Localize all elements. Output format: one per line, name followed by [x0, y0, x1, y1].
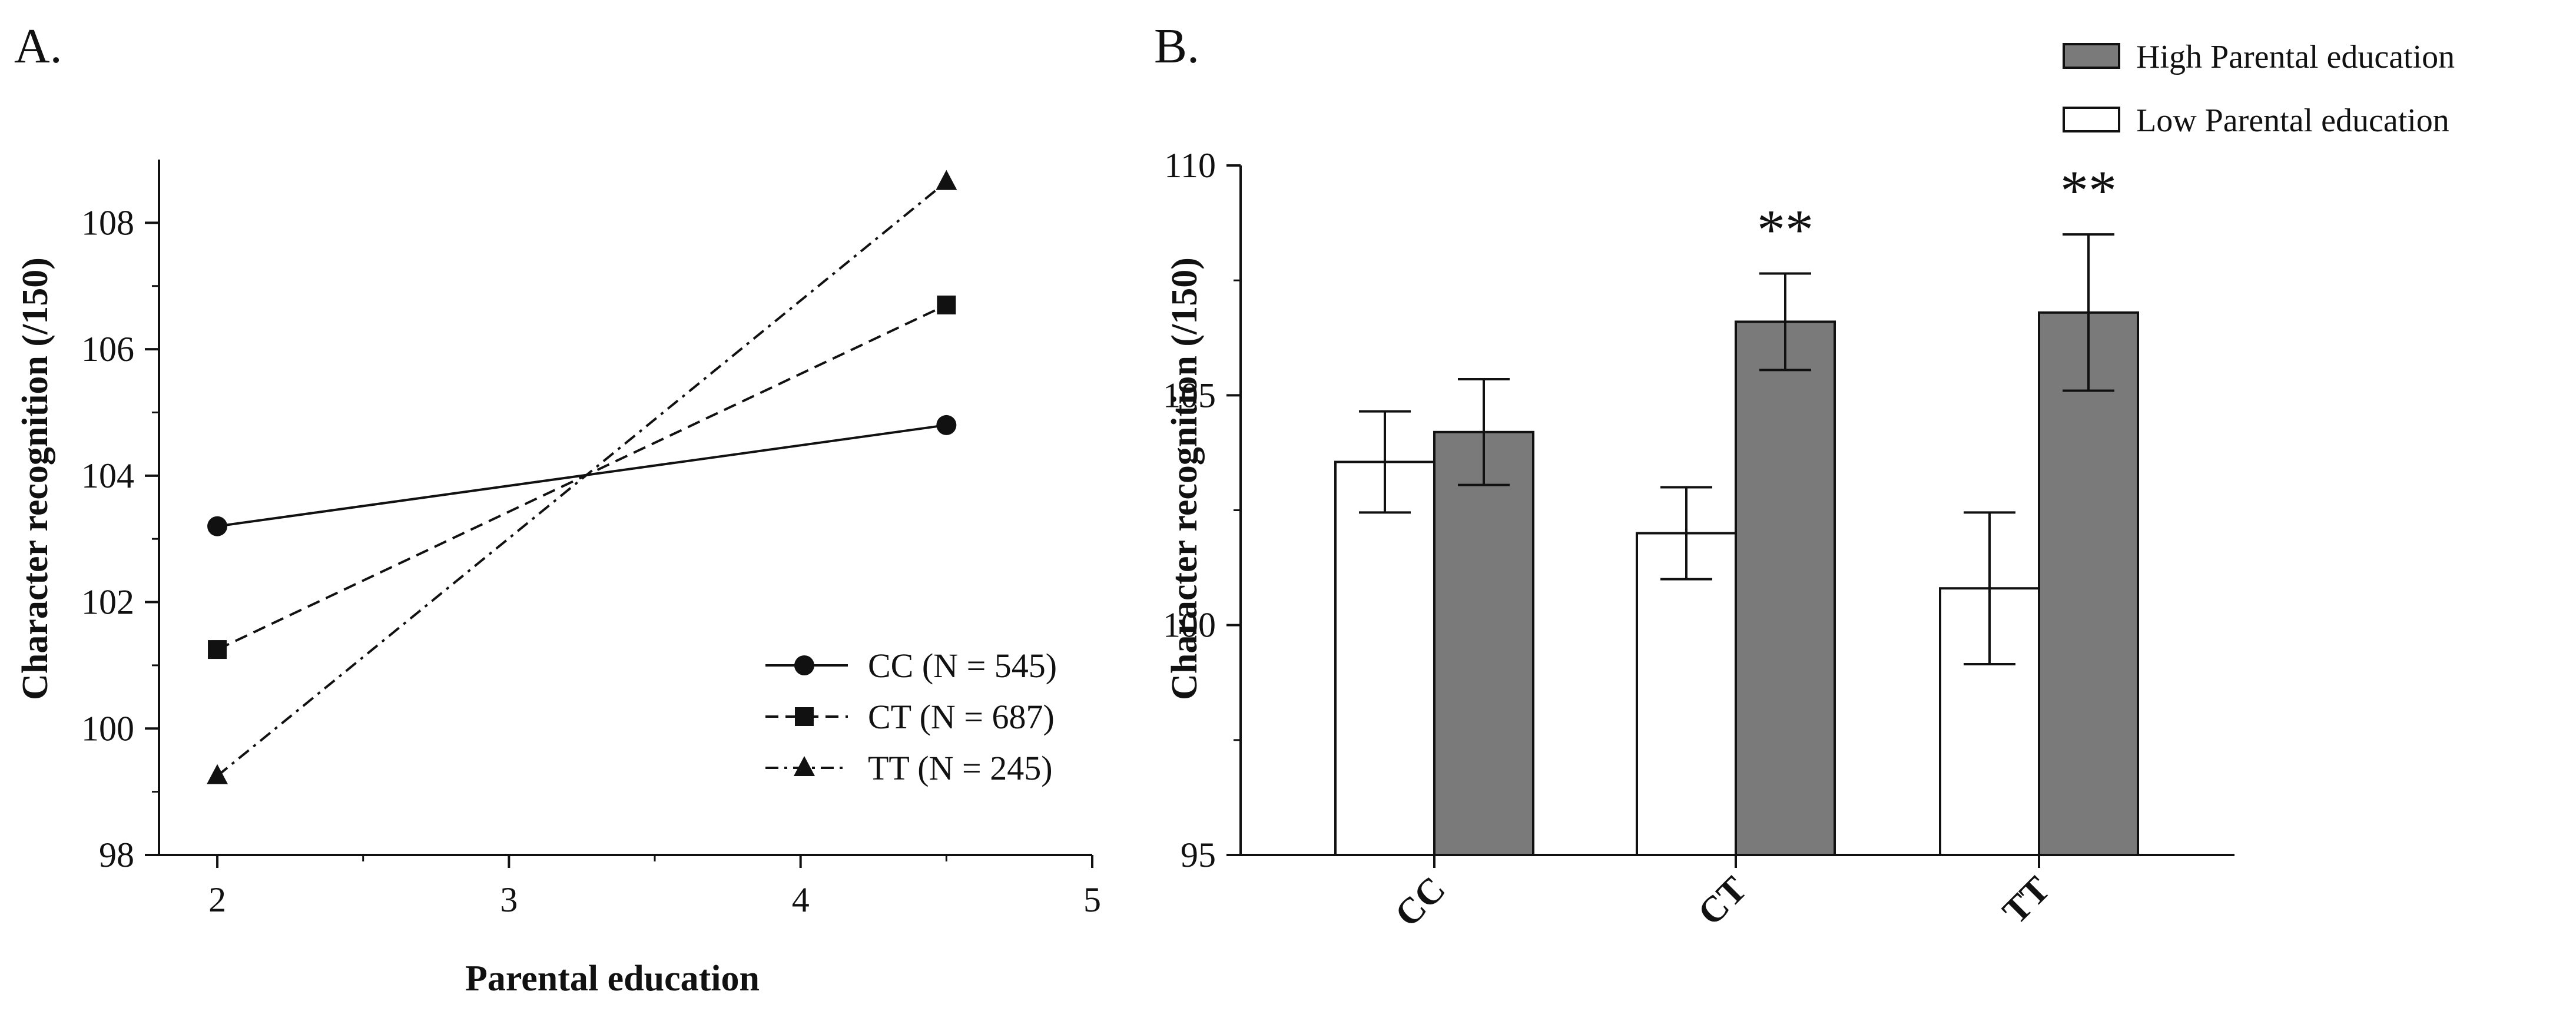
bar-ct-high [1735, 320, 1836, 856]
data-point-ct [937, 295, 956, 314]
bar-ct-low [1636, 532, 1737, 856]
legend-swatch [2063, 43, 2120, 69]
panel-a-y-tick-label: 98 [99, 836, 134, 874]
legend-entry-low-parental-education: Low Parental education [2063, 102, 2449, 139]
panel-a-y-tick-label: 106 [81, 330, 134, 369]
legend-marker [794, 655, 814, 675]
series-tt [207, 170, 957, 784]
bar-group-tt [1939, 233, 2139, 856]
legend-entry-cc: CC (N = 545) [765, 647, 1057, 685]
category-label-ct: CT [1690, 869, 1755, 933]
category-label-tt: TT [1995, 869, 2058, 932]
panel-a-y-tick-label: 102 [81, 583, 134, 622]
panel-b-y-tick-label: 95 [1181, 836, 1216, 874]
error-bar-ct-high [1759, 272, 1811, 372]
data-point-tt [936, 170, 957, 190]
significance-marker-tt: ** [2060, 159, 2117, 222]
legend-entry-high-parental-education: High Parental education [2063, 39, 2455, 75]
legend-swatch [2063, 107, 2120, 132]
legend-label: CT (N = 687) [868, 698, 1055, 736]
panel-a-x-tick-label: 4 [792, 880, 810, 919]
error-bar-tt-high [2063, 233, 2114, 392]
panel-a-x-tick-label: 5 [1083, 880, 1101, 919]
panel-a-x-axis-label: Parental education [465, 959, 760, 999]
category-label-cc: CC [1387, 869, 1453, 934]
legend-marker [795, 707, 814, 726]
data-point-ct [208, 640, 227, 659]
series-line-ct [217, 304, 947, 651]
error-bar-ct-low [1660, 486, 1712, 581]
panel-a-y-tick-label: 100 [81, 709, 134, 748]
panel-a-x-tick-label: 2 [208, 880, 226, 919]
data-point-cc [207, 516, 228, 536]
bar-cc-high [1433, 430, 1534, 856]
panel-a-series [207, 170, 957, 784]
panel-a-axes: 2 3 4 5 98 100 102 104 106 108 [81, 160, 1101, 919]
panel-a-x-tick-label: 3 [500, 880, 518, 919]
legend-label: High Parental education [2136, 39, 2455, 75]
data-point-tt [207, 764, 228, 784]
legend-entry-tt: TT (N = 245) [765, 749, 1053, 787]
panel-b-y-axis-label: Character recognition (/150) [1165, 257, 1205, 700]
panel-a: A. 2 3 4 5 98 100 102 104 106 108 CC (N = 545) CT … [14, 19, 1101, 999]
bar-cc-low [1334, 460, 1435, 856]
panel-a-label: A. [14, 19, 62, 74]
panel-a-y-tick-label: 104 [81, 456, 134, 495]
error-bar-cc-low [1359, 410, 1411, 514]
error-bar-cc-high [1458, 378, 1510, 486]
panel-b: B. 95 100 105 110 CC CT TT ** ** High Parental … [1154, 19, 2455, 934]
series-ct [208, 295, 956, 659]
panel-a-legend: CC (N = 545) CT (N = 687) TT (N = 245) [765, 647, 1057, 787]
panel-b-y-tick-label: 100 [1163, 606, 1216, 645]
bar-group-cc [1334, 378, 1534, 856]
panel-b-y-tick-label: 110 [1164, 146, 1216, 185]
series-line-tt [216, 181, 947, 777]
legend-label: TT (N = 245) [868, 749, 1053, 787]
bar-group-ct [1636, 272, 1836, 856]
panel-b-legend: High Parental education Low Parental educ… [2063, 39, 2455, 139]
panel-a-y-tick-label: 108 [81, 203, 134, 242]
panel-b-y-tick-label: 105 [1163, 376, 1216, 415]
bar-tt-high [2038, 311, 2139, 856]
data-point-cc [936, 415, 957, 435]
error-bar-tt-low [1964, 511, 2015, 666]
legend-label: CC (N = 545) [868, 647, 1057, 685]
legend-marker [794, 756, 815, 776]
panel-b-bars: ** ** [1334, 159, 2139, 856]
panel-b-label: B. [1154, 19, 1199, 74]
series-line-cc [217, 423, 947, 528]
legend-label: Low Parental education [2136, 102, 2449, 139]
panel-a-y-axis-label: Character recognition (/150) [15, 257, 55, 700]
legend-entry-ct: CT (N = 687) [765, 698, 1055, 736]
significance-marker-ct: ** [1757, 198, 1814, 261]
series-cc [207, 415, 957, 536]
